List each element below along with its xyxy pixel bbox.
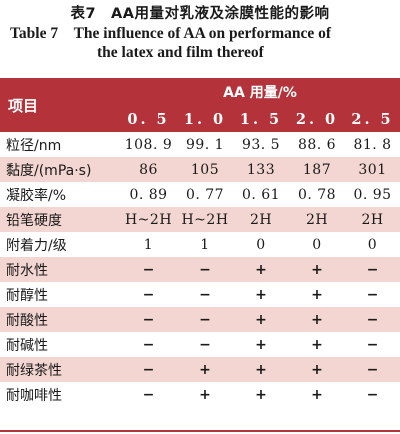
table-cell: − — [120, 257, 177, 282]
column-header-3: 2. 0 — [289, 106, 345, 132]
caption-english-line1: Table 7 The influence of AA on performan… — [10, 25, 332, 42]
table-cell: 86 — [120, 157, 177, 182]
table-cell: − — [177, 307, 233, 332]
table-cell: + — [233, 382, 289, 407]
row-label: 凝胶率/% — [0, 182, 120, 207]
table-cell: + — [177, 382, 233, 407]
bottom-rule — [0, 430, 400, 432]
row-label: 铅笔硬度 — [0, 207, 120, 232]
table-row: 耐绿茶性 − + + + − — [0, 357, 400, 382]
column-header-2: 1. 5 — [233, 106, 289, 132]
table-cell: − — [120, 357, 177, 382]
table-cell: + — [289, 307, 345, 332]
table-cell: − — [120, 307, 177, 332]
table-cell: + — [233, 357, 289, 382]
table-cell: 108. 9 — [120, 132, 177, 157]
row-label: 粒径/nm — [0, 132, 120, 157]
table-cell: − — [345, 332, 400, 357]
column-header-1: 1. 0 — [177, 106, 233, 132]
table-cell: + — [289, 282, 345, 307]
row-label: 耐水性 — [0, 257, 120, 282]
row-label: 黏度/(mPa·s) — [0, 157, 120, 182]
table-row: 凝胶率/% 0. 89 0. 77 0. 61 0. 78 0. 95 — [0, 182, 400, 207]
table-row: 耐碱性 − − + + − — [0, 332, 400, 357]
row-label: 耐咖啡性 — [0, 382, 120, 407]
aa-influence-table: 项目 AA 用量/% 0. 5 1. 0 1. 5 2. 0 2. 5 粒径/nm 108… — [0, 78, 400, 407]
column-header-row: 0. 5 1. 0 1. 5 2. 0 2. 5 — [0, 106, 400, 132]
table-cell: 0. 77 — [177, 182, 233, 207]
table-cell: − — [177, 257, 233, 282]
table-cell: − — [120, 382, 177, 407]
table-cell: 2H — [233, 207, 289, 232]
table-cell: − — [345, 257, 400, 282]
table-cell: 133 — [233, 157, 289, 182]
table-cell: − — [345, 357, 400, 382]
row-label: 耐碱性 — [0, 332, 120, 357]
table-cell: − — [120, 332, 177, 357]
table-row: 耐醇性 − − + + − — [0, 282, 400, 307]
caption-english: Table 7 The influence of AA on performan… — [0, 24, 400, 62]
table-cell: 0. 89 — [120, 182, 177, 207]
table-cell: − — [177, 332, 233, 357]
table-cell: 0. 78 — [289, 182, 345, 207]
table-row: 耐酸性 − − + + − — [0, 307, 400, 332]
table-cell: + — [233, 257, 289, 282]
table-cell: + — [233, 307, 289, 332]
row-label: 耐酸性 — [0, 307, 120, 332]
table-cell: − — [345, 307, 400, 332]
table-cell: 2H — [345, 207, 400, 232]
table-cell: + — [289, 332, 345, 357]
table-cell: 93. 5 — [233, 132, 289, 157]
table-cell: 81. 8 — [345, 132, 400, 157]
table-cell: + — [177, 357, 233, 382]
table-cell: 1 — [120, 232, 177, 257]
table-cell: − — [120, 282, 177, 307]
table-cell: − — [345, 382, 400, 407]
table-cell: + — [289, 382, 345, 407]
table-cell: + — [233, 282, 289, 307]
table-cell: 1 — [177, 232, 233, 257]
group-header-aa-dosage: AA 用量/% — [120, 78, 400, 106]
table-cell: 0 — [345, 232, 400, 257]
table-cell: 88. 6 — [289, 132, 345, 157]
table-cell: − — [345, 282, 400, 307]
caption-english-line2: the latex and film thereof — [97, 44, 264, 61]
row-label: 附着力/级 — [0, 232, 120, 257]
table-cell: 2H — [289, 207, 345, 232]
table-cell: − — [177, 282, 233, 307]
table-cell: 0. 61 — [233, 182, 289, 207]
table-row: 铅笔硬度 H~2H H~2H 2H 2H 2H — [0, 207, 400, 232]
table-body: 粒径/nm 108. 9 99. 1 93. 5 88. 6 81. 8 黏度/(mPa·s… — [0, 132, 400, 407]
row-label: 耐醇性 — [0, 282, 120, 307]
table-cell: 0. 95 — [345, 182, 400, 207]
caption-chinese: 表7 AA用量对乳液及涂膜性能的影响 — [70, 6, 330, 22]
table-cell: H~2H — [177, 207, 233, 232]
column-header-4: 2. 5 — [345, 106, 400, 132]
table-row: 附着力/级 1 1 0 0 0 — [0, 232, 400, 257]
column-header-0: 0. 5 — [120, 106, 177, 132]
table-cell: 301 — [345, 157, 400, 182]
table-row: 粒径/nm 108. 9 99. 1 93. 5 88. 6 81. 8 — [0, 132, 400, 157]
table-cell: H~2H — [120, 207, 177, 232]
table-cell: + — [289, 257, 345, 282]
table-cell: 0 — [233, 232, 289, 257]
table-cell: 99. 1 — [177, 132, 233, 157]
table-cell: + — [233, 332, 289, 357]
table-cell: 0 — [289, 232, 345, 257]
table-row: 黏度/(mPa·s) 86 105 133 187 301 — [0, 157, 400, 182]
table-row: 耐水性 − − + + − — [0, 257, 400, 282]
row-header-project: 项目 — [0, 78, 120, 132]
table-caption: 表7 AA用量对乳液及涂膜性能的影响 Table 7 The influence… — [0, 0, 400, 62]
table-cell: 105 — [177, 157, 233, 182]
table-cell: + — [289, 357, 345, 382]
table-cell: 187 — [289, 157, 345, 182]
table-row: 耐咖啡性 − + + + − — [0, 382, 400, 407]
row-label: 耐绿茶性 — [0, 357, 120, 382]
